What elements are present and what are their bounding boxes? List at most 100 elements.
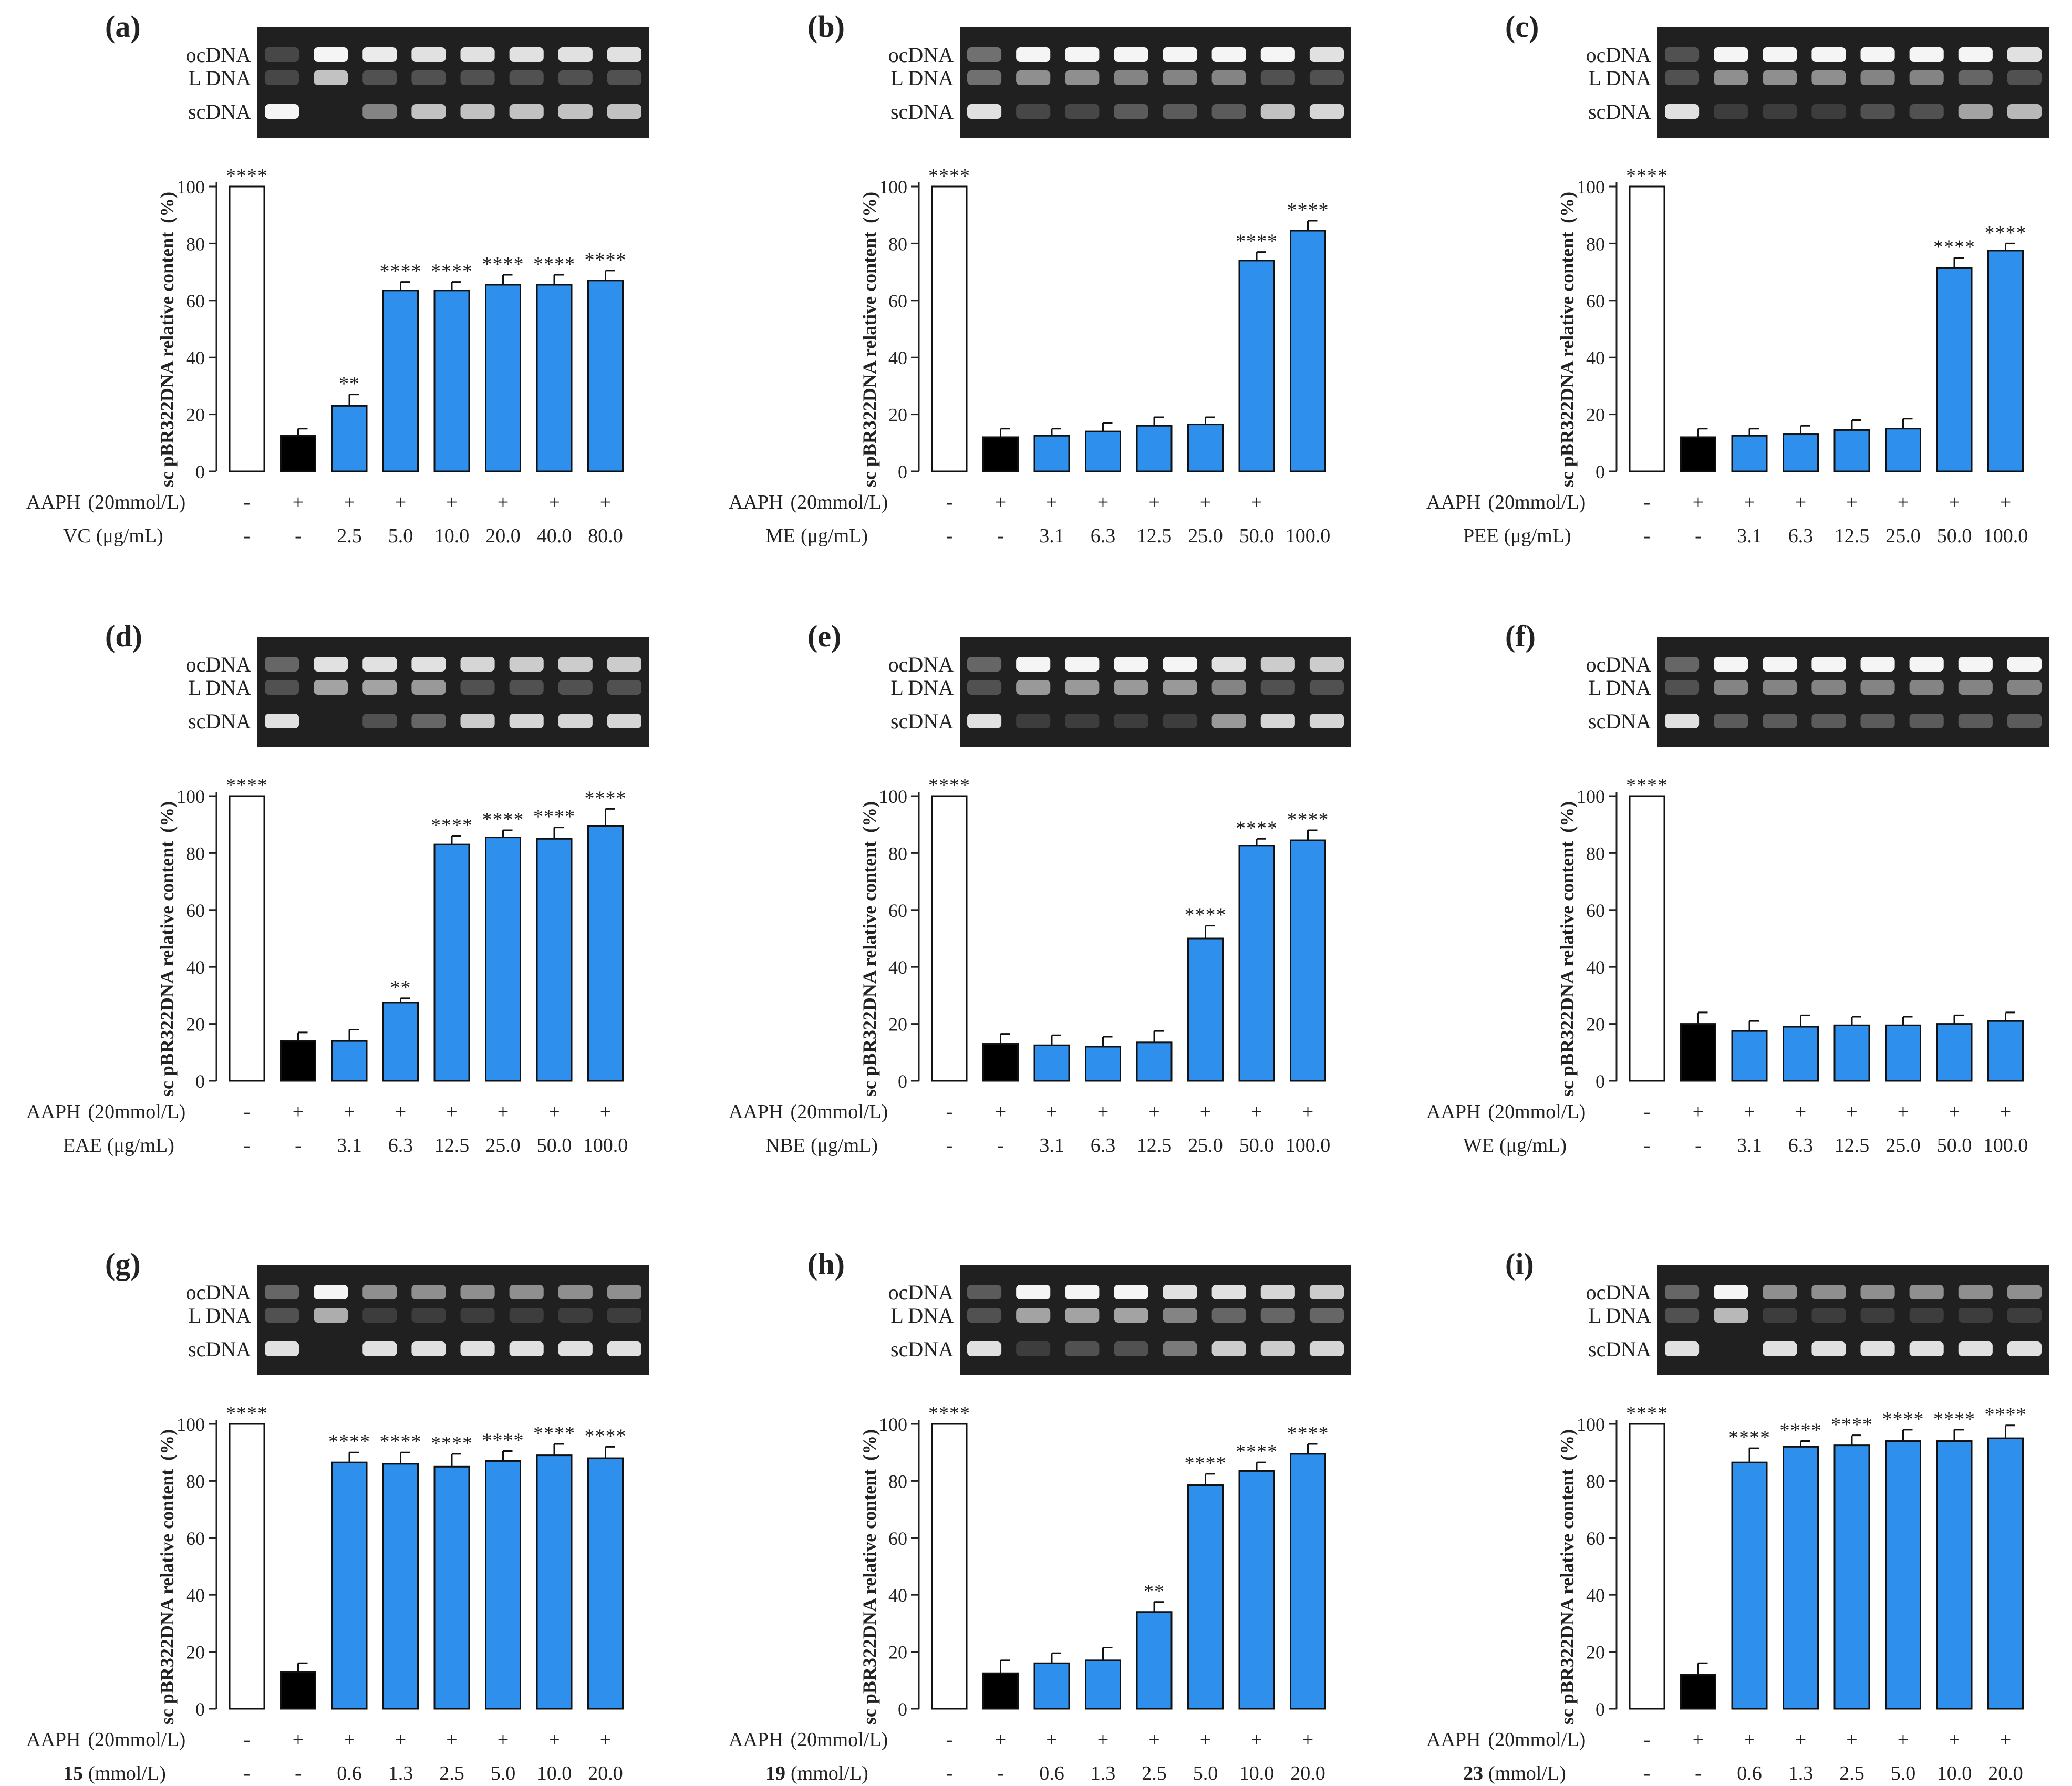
gel-oc-band [460,47,495,62]
significance-label: **** [482,809,524,831]
gel-oc-band [411,657,446,672]
gel-oc-band [1260,1285,1295,1299]
y-tick-label: 0 [195,1699,205,1720]
bar [433,843,470,1082]
x-tick-label: 5.0 [1193,1762,1218,1784]
gel-image [1657,27,2049,138]
x-tick-label: 5.0 [491,1762,516,1784]
aaph-concentration: (20mmol/L) [1488,1101,1586,1123]
aaph-sign: + [1693,1729,1704,1751]
gel-sc-band [1260,714,1295,728]
y-axis-title: sc pBR322DNA relative content (%) [1557,1429,1578,1725]
gel-label-sc-band: scDNA [188,709,251,733]
bar [485,284,521,472]
aaph-row-label: AAPH (20mmol/L) [1426,1101,1586,1123]
y-tick-label: 0 [898,461,907,482]
gel-sc-band [1763,104,1797,119]
x-tick-label: 10.0 [1239,1762,1275,1784]
gel-oc-band [314,1285,348,1299]
gel-sc-band [1016,1341,1051,1356]
y-tick-label: 60 [186,291,205,312]
aaph-concentration: (20mmol/L) [88,491,185,513]
gel-sc-band [1909,714,1944,728]
aaph-sign: - [1644,1729,1651,1751]
aaph-label: AAPH [26,1101,80,1123]
gel-sc-band [1016,104,1051,119]
y-axis-unit: (%) [157,192,178,223]
gel-oc-band [1016,47,1051,62]
gel-sc-band [1958,104,1993,119]
aaph-sign: + [600,1101,611,1123]
significance-label: **** [226,1402,268,1424]
gel-l-band [265,680,299,695]
significance-label: **** [226,775,268,797]
significance-label: **** [1882,1408,1924,1430]
gel-sc-band [967,104,1002,119]
y-axis-title: sc pBR322DNA relative content (%) [157,1429,178,1725]
bar [1085,1659,1121,1710]
gel-l-band [607,680,641,695]
significance-label: **** [1185,904,1227,926]
significance-label: **** [226,165,268,187]
gel-sc-band [1665,714,1700,728]
gel-oc-band [1909,657,1944,672]
bar [931,185,968,472]
significance-label: **** [585,787,627,809]
y-tick-label: 40 [1586,1585,1605,1606]
gel-oc-band [1211,47,1246,62]
x-tick-label: 25.0 [1885,1134,1921,1157]
y-tick-label: 100 [1577,1414,1605,1435]
gel-oc-band [265,47,299,62]
aaph-concentration: (20mmol/L) [1488,491,1586,513]
gel-label-l-band: L DNA [890,66,954,90]
y-tick-label: 20 [888,1014,907,1035]
x-tick-label: 12.5 [1835,1134,1870,1157]
aaph-sign: + [344,1101,355,1123]
gel-oc-band [1714,1285,1748,1299]
bar [536,1454,573,1710]
x-tick-label: 6.3 [1091,1134,1116,1157]
y-tick-label: 20 [1586,1014,1605,1035]
gel-sc-band [411,714,446,728]
y-tick-label: 100 [177,1414,205,1435]
treatment-row-label: NBE (μg/mL) [765,1134,878,1157]
y-tick-label: 0 [898,1699,907,1720]
aaph-row-label: AAPH (20mmol/L) [26,1729,185,1751]
panel-label: (i) [1505,1247,1534,1281]
y-tick-label: 80 [1586,843,1605,864]
bar [382,290,419,472]
gel-sc-band [1309,1341,1344,1356]
x-tick-label: - [1644,525,1651,547]
y-tick-label: 40 [888,1585,907,1606]
gel-l-band [1211,1308,1246,1323]
gel-label-oc-band: ocDNA [186,653,252,676]
aaph-sign: + [395,1729,406,1751]
gel-l-band [1016,70,1051,85]
x-tick-label: - [1695,525,1702,547]
gel-label-oc-band: ocDNA [888,653,954,676]
gel-label-l-band: L DNA [1588,66,1651,90]
gel-label-oc-band: ocDNA [186,1281,252,1304]
bar [433,290,470,472]
gel-l-band [1163,70,1197,85]
aaph-row-label: AAPH (20mmol/L) [1426,491,1586,513]
significance-label: ** [390,977,411,999]
gel-label-sc-band: scDNA [1588,1337,1651,1361]
aaph-sign: + [1898,1729,1909,1751]
aaph-sign: + [1097,491,1108,513]
aaph-sign: + [446,1101,457,1123]
gel-sc-band [1309,714,1344,728]
x-tick-label: 2.5 [1839,1762,1864,1784]
gel-sc-band [265,104,299,119]
significance-label: **** [1185,1452,1227,1474]
treatment-name: ME [765,525,795,547]
x-tick-label: 50.0 [537,1134,572,1157]
bar [1238,1470,1275,1710]
gel-l-band [1163,1308,1197,1323]
gel-oc-band [1065,47,1100,62]
significance-label: **** [431,1432,473,1454]
aaph-sign: + [498,1101,509,1123]
gel-oc-band [1811,1285,1846,1299]
gel-sc-band [460,1341,495,1356]
